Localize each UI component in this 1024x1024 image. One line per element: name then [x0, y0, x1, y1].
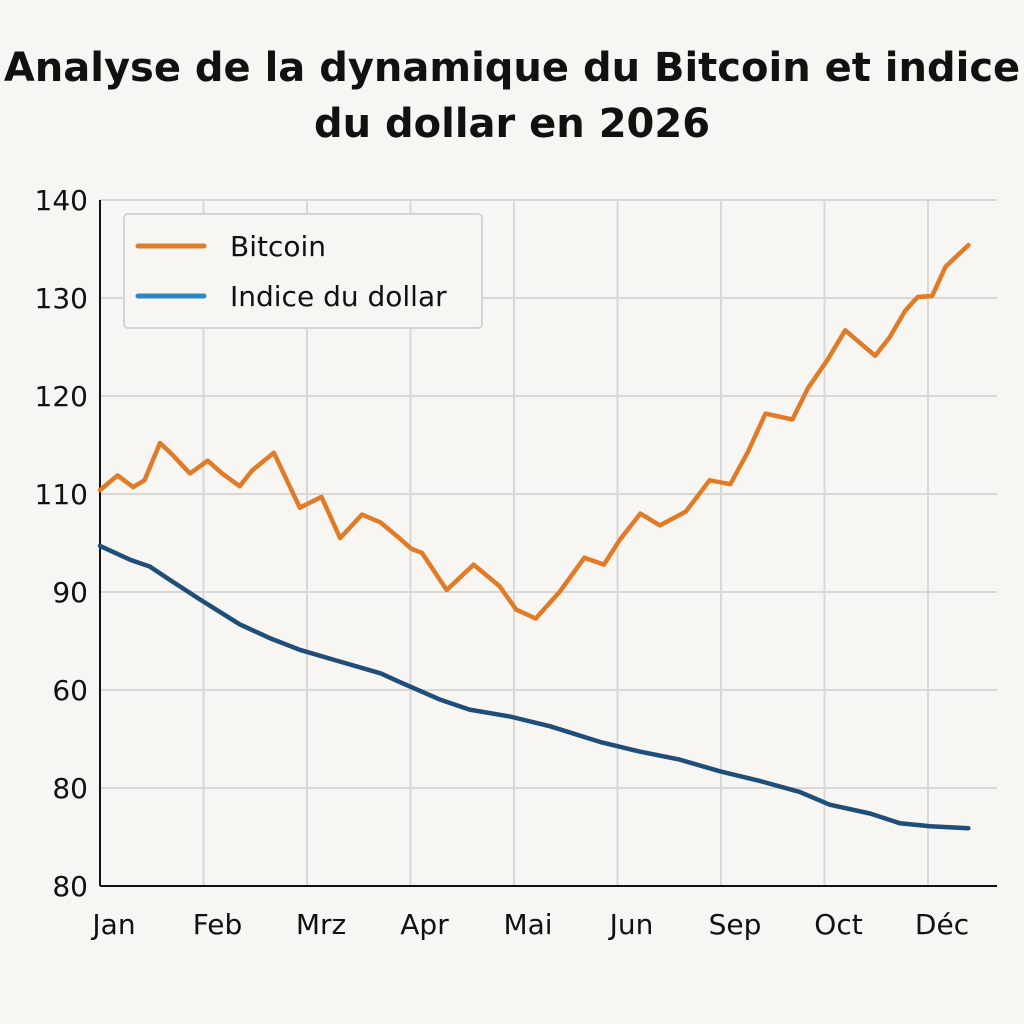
- y-tick-label: 110: [35, 478, 88, 511]
- y-tick-label: 90: [52, 576, 88, 609]
- y-tick-label: 130: [35, 282, 88, 315]
- y-tick-label: 140: [35, 184, 88, 217]
- x-tick-label: Jan: [90, 908, 135, 941]
- chart-title: Analyse de la dynamique du Bitcoin et in…: [3, 45, 1021, 147]
- x-tick-label: Jun: [608, 908, 654, 941]
- x-tick-label: Déc: [915, 908, 969, 941]
- y-tick-label: 80: [52, 772, 88, 805]
- x-tick-label: Mai: [503, 908, 552, 941]
- y-tick-label: 120: [35, 380, 88, 413]
- x-tick-label: Mrz: [296, 908, 346, 941]
- y-tick-label: 60: [52, 674, 88, 707]
- legend-label: Bitcoin: [230, 230, 326, 263]
- legend-box: [123, 213, 483, 329]
- series-line-dollar-index: [97, 543, 971, 831]
- x-tick-label: Apr: [400, 908, 449, 941]
- y-tick-label: 80: [52, 870, 88, 903]
- series-line-bitcoin: [97, 242, 971, 621]
- x-tick-label: Oct: [814, 908, 862, 941]
- x-tick-label: Feb: [193, 908, 243, 941]
- x-tick-label: Sep: [709, 908, 762, 941]
- legend-label: Indice du dollar: [230, 280, 447, 313]
